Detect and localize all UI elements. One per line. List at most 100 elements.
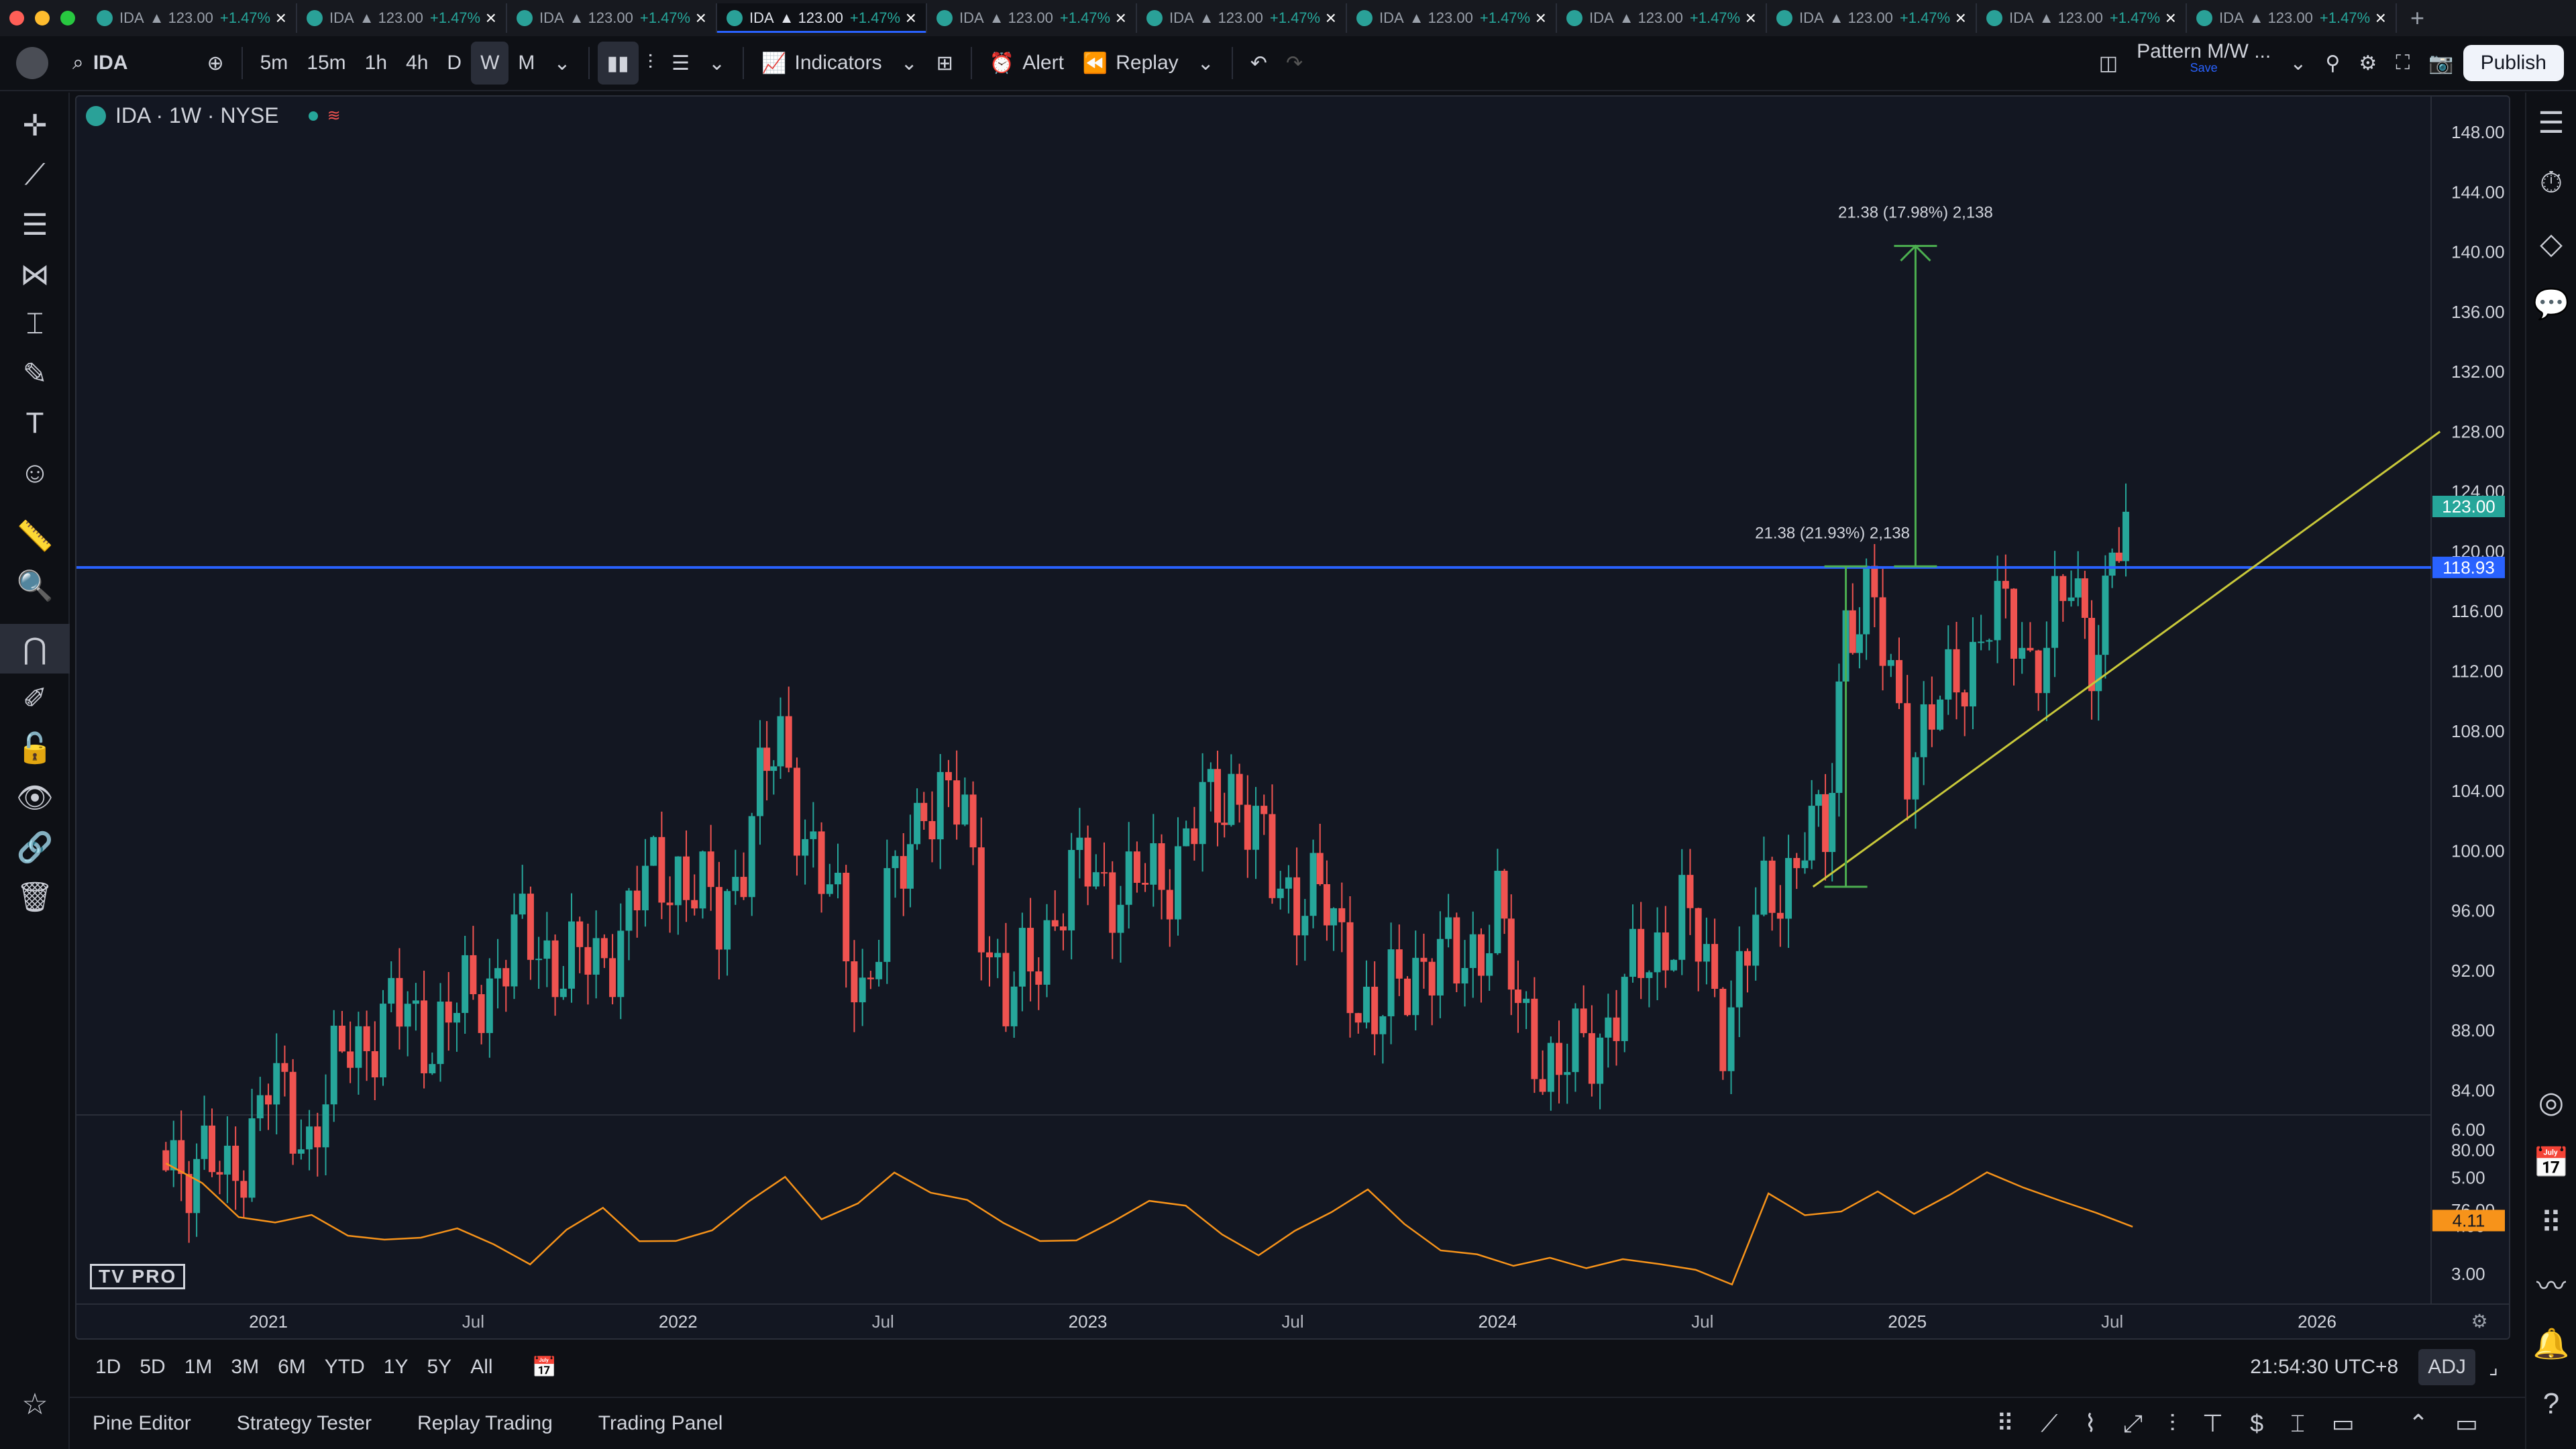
range-All[interactable]: All: [470, 1356, 493, 1378]
alerts-clock-icon[interactable]: ⏱: [2539, 166, 2563, 199]
tab-0[interactable]: IDA ▲ 123.00 +1.47% ×: [87, 3, 297, 33]
layers-icon[interactable]: ◇: [2540, 227, 2563, 260]
tab-9[interactable]: IDA ▲ 123.00 +1.47% ×: [1977, 3, 2187, 33]
calendar-icon[interactable]: 📅: [2532, 1146, 2570, 1179]
maximize-window-button[interactable]: [60, 11, 75, 25]
interval-5m[interactable]: 5m: [260, 52, 288, 74]
chat-icon[interactable]: 💬: [2532, 288, 2570, 321]
layout-dropdown-icon[interactable]: ⌄: [2290, 52, 2307, 74]
alert-button[interactable]: ⏰ Alert: [980, 42, 1073, 85]
chart-pane[interactable]: 148.00 144.00 140.00 136.00 132.00 128.00 124.…: [75, 95, 2510, 1340]
ray-tool-icon[interactable]: ⤢: [2123, 1409, 2143, 1437]
range-1Y[interactable]: 1Y: [383, 1356, 409, 1378]
interval-4h[interactable]: 4h: [406, 52, 429, 74]
range-3M[interactable]: 3M: [231, 1356, 260, 1378]
interval-1h[interactable]: 1h: [364, 52, 388, 74]
interval-D[interactable]: D: [447, 52, 462, 74]
interval-dropdown-icon[interactable]: ⌄: [553, 52, 571, 74]
quick-search-icon[interactable]: ⚲: [2325, 52, 2341, 74]
lock-drawing-icon[interactable]: ✐: [22, 682, 48, 715]
close-tab-icon[interactable]: ×: [1115, 7, 1126, 28]
tab-6[interactable]: IDA ▲ 123.00 +1.47% ×: [1347, 3, 1557, 33]
adj-toggle[interactable]: ADJ: [2418, 1349, 2475, 1385]
range-YTD[interactable]: YTD: [324, 1356, 365, 1378]
close-tab-icon[interactable]: ×: [905, 7, 916, 28]
close-tab-icon[interactable]: ×: [1745, 7, 1756, 28]
chart-style-dropdown-icon[interactable]: ⌄: [708, 52, 726, 74]
tab-1[interactable]: IDA ▲ 123.00 +1.47% ×: [297, 3, 507, 33]
replay-button[interactable]: ⏪ Replay: [1073, 42, 1188, 85]
minimize-window-button[interactable]: [35, 11, 50, 25]
link-icon[interactable]: 🔗: [16, 831, 54, 864]
close-tab-icon[interactable]: ×: [695, 7, 706, 28]
eye-icon[interactable]: 👁: [16, 782, 54, 814]
tab-7[interactable]: IDA ▲ 123.00 +1.47% ×: [1557, 3, 1767, 33]
panel-tab-3[interactable]: Trading Panel: [598, 1412, 723, 1434]
replay-dropdown-icon[interactable]: ⌄: [1197, 52, 1214, 74]
path-tool-icon[interactable]: ⌇: [2084, 1409, 2096, 1437]
measure-tool-icon[interactable]: ⌶: [2290, 1409, 2305, 1437]
rectangle-tool-icon[interactable]: ▭: [2331, 1409, 2355, 1437]
interval-W[interactable]: W: [471, 42, 509, 85]
text-tool-icon[interactable]: ⊤: [2202, 1409, 2224, 1437]
panel-tab-1[interactable]: Strategy Tester: [236, 1412, 372, 1434]
range-1M[interactable]: 1M: [184, 1356, 213, 1378]
collapse-up-icon[interactable]: ⌃: [2408, 1409, 2428, 1437]
brush-icon[interactable]: ✎: [22, 357, 48, 390]
tab-2[interactable]: IDA ▲ 123.00 +1.47% ×: [507, 3, 717, 33]
pattern-icon[interactable]: ⋈: [20, 258, 50, 291]
magnet-icon[interactable]: ⋂: [0, 624, 70, 674]
avatar[interactable]: [16, 47, 48, 79]
bars-chart-type-icon[interactable]: ⫶: [647, 52, 653, 74]
panel-tab-0[interactable]: Pine Editor: [93, 1412, 191, 1434]
expand-icon[interactable]: ⌟: [2488, 1356, 2498, 1379]
drag-handle-icon[interactable]: ⠿: [1996, 1409, 2015, 1437]
close-tab-icon[interactable]: ×: [2165, 7, 2176, 28]
line-tool-icon[interactable]: ⟋: [2041, 1409, 2058, 1437]
range-1D[interactable]: 1D: [95, 1356, 121, 1378]
layout-panels-icon[interactable]: ◫: [2098, 52, 2118, 74]
maximize-panel-icon[interactable]: ▭: [2455, 1409, 2478, 1437]
notification-bell-icon[interactable]: 🔔: [2532, 1328, 2570, 1360]
chart-style-icon[interactable]: ☰: [672, 52, 690, 74]
camera-icon[interactable]: 📷: [2428, 52, 2454, 74]
candles-tool-icon[interactable]: ⫶: [2169, 1409, 2176, 1437]
tab-4[interactable]: IDA ▲ 123.00 +1.47% ×: [927, 3, 1137, 33]
close-tab-icon[interactable]: ×: [485, 7, 496, 28]
apps-grid-icon[interactable]: ⠿: [2540, 1206, 2563, 1240]
text-icon[interactable]: T: [25, 407, 44, 439]
panel-tab-2[interactable]: Replay Trading: [417, 1412, 553, 1434]
candles-chart-type-icon[interactable]: ▮▮: [597, 42, 639, 85]
ruler-icon[interactable]: 📏: [16, 520, 54, 553]
range-6M[interactable]: 6M: [278, 1356, 306, 1378]
close-tab-icon[interactable]: ×: [1955, 7, 1966, 28]
range-5Y[interactable]: 5Y: [427, 1356, 452, 1378]
layout-name-button[interactable]: Pattern M/W ... Save: [2127, 42, 2280, 85]
close-tab-icon[interactable]: ×: [1325, 7, 1336, 28]
indicators-button[interactable]: 📈 Indicators: [752, 42, 891, 85]
zoom-icon[interactable]: 🔍: [16, 570, 54, 602]
close-tab-icon[interactable]: ×: [2375, 7, 2386, 28]
close-window-button[interactable]: [9, 11, 24, 25]
redo-icon[interactable]: ↷: [1285, 52, 1303, 74]
close-tab-icon[interactable]: ×: [275, 7, 286, 28]
tab-5[interactable]: IDA ▲ 123.00 +1.47% ×: [1137, 3, 1347, 33]
target-icon[interactable]: ◎: [2538, 1085, 2565, 1119]
trash-icon[interactable]: 🗑: [16, 881, 54, 914]
trend-line-icon[interactable]: ⟋: [24, 158, 46, 191]
new-tab-icon[interactable]: +: [2410, 4, 2425, 32]
fullscreen-icon[interactable]: ⛶: [2396, 52, 2410, 74]
watchlist-icon[interactable]: ☰: [2538, 106, 2565, 140]
broadcast-icon[interactable]: 〰: [2536, 1270, 2566, 1303]
tab-3[interactable]: IDA ▲ 123.00 +1.47% ×: [717, 3, 927, 33]
favorites-star-icon[interactable]: ☆: [21, 1387, 48, 1421]
tab-8[interactable]: IDA ▲ 123.00 +1.47% ×: [1767, 3, 1977, 33]
indicators-dropdown-icon[interactable]: ⌄: [900, 52, 918, 74]
templates-icon[interactable]: ⊞: [936, 52, 953, 74]
lock-icon[interactable]: 🔓: [16, 732, 54, 765]
help-icon[interactable]: ?: [2542, 1387, 2560, 1420]
measure-icon[interactable]: ⌶: [25, 307, 44, 340]
close-tab-icon[interactable]: ×: [1535, 7, 1546, 28]
publish-button[interactable]: Publish: [2463, 45, 2564, 81]
settings-gear-icon[interactable]: ⚙: [2359, 52, 2377, 74]
